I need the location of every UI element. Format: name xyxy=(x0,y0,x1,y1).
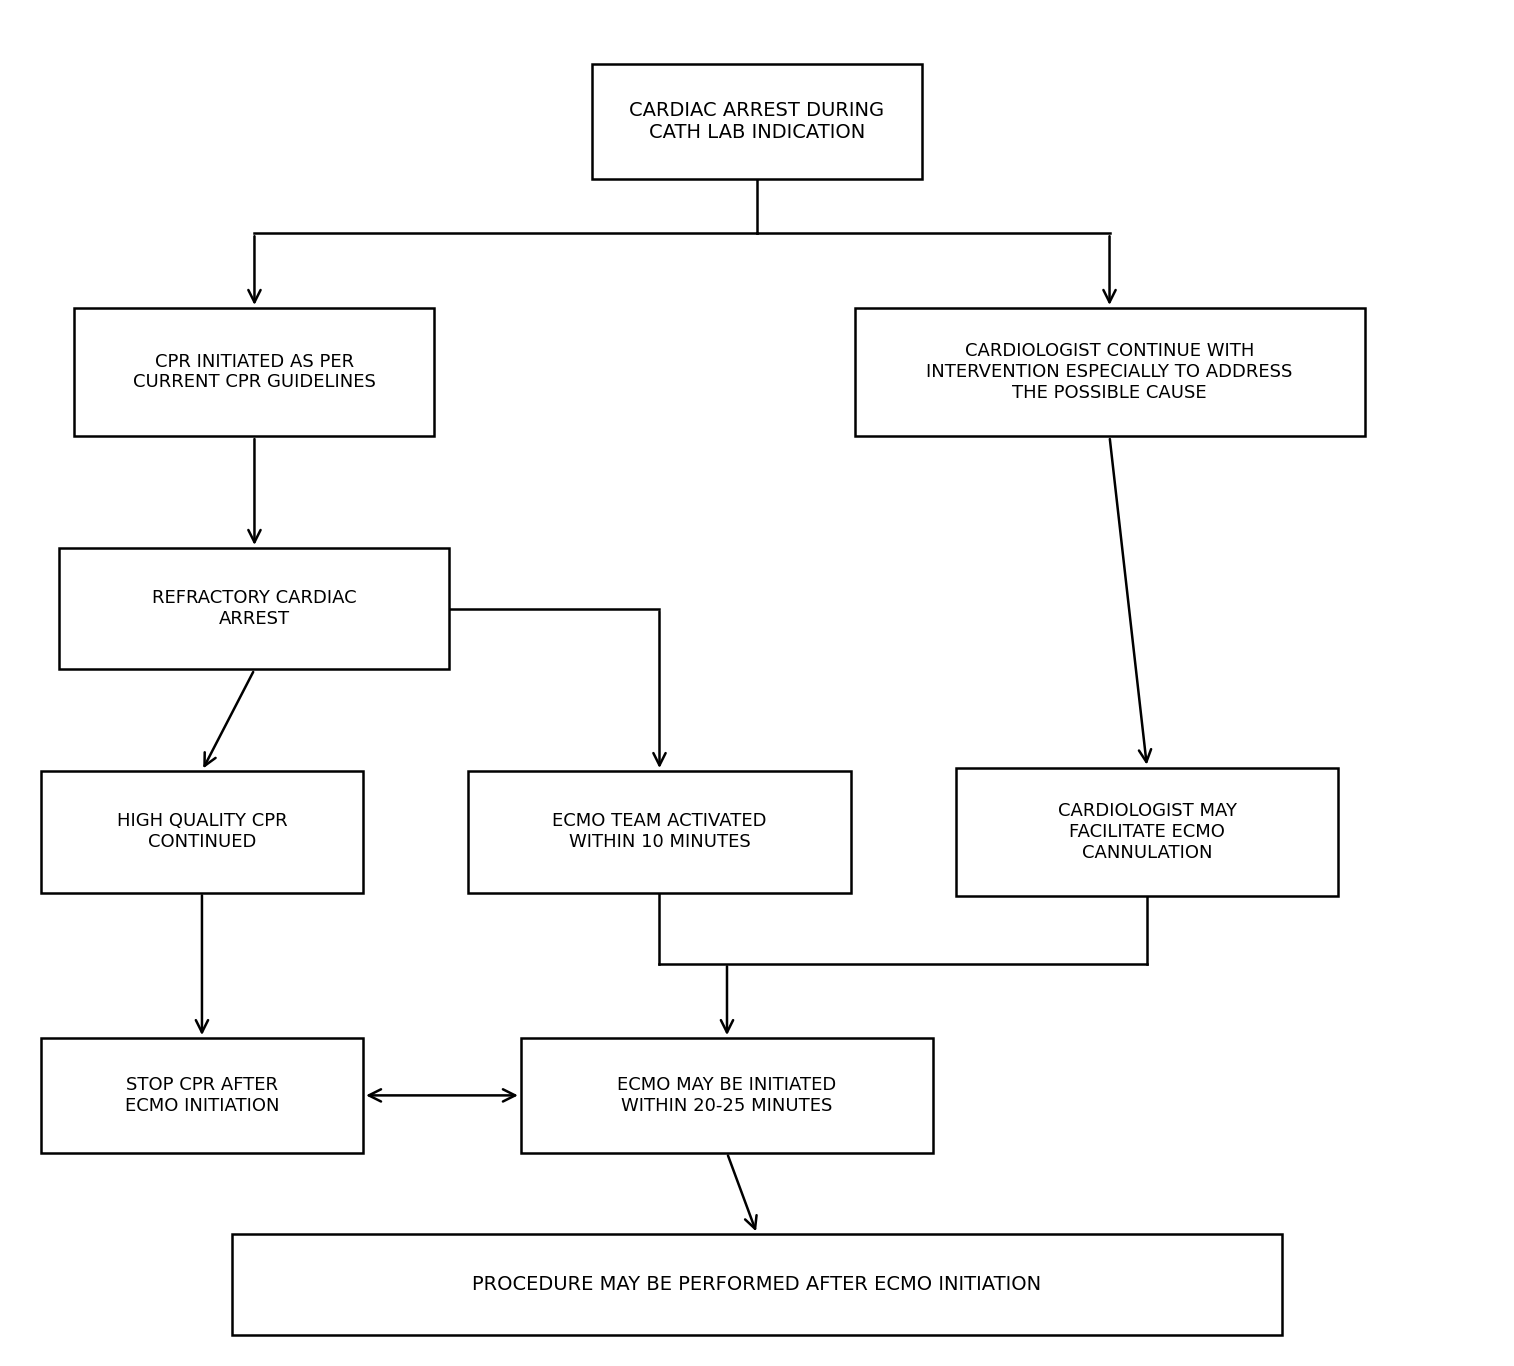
FancyBboxPatch shape xyxy=(59,548,450,669)
FancyBboxPatch shape xyxy=(955,768,1338,896)
Text: ECMO TEAM ACTIVATED
WITHIN 10 MINUTES: ECMO TEAM ACTIVATED WITHIN 10 MINUTES xyxy=(553,813,766,851)
FancyBboxPatch shape xyxy=(41,770,363,892)
Text: CARDIOLOGIST CONTINUE WITH
INTERVENTION ESPECIALLY TO ADDRESS
THE POSSIBLE CAUSE: CARDIOLOGIST CONTINUE WITH INTERVENTION … xyxy=(927,343,1293,402)
FancyBboxPatch shape xyxy=(232,1233,1282,1336)
Text: REFRACTORY CARDIAC
ARREST: REFRACTORY CARDIAC ARREST xyxy=(151,589,357,628)
Text: CARDIAC ARREST DURING
CATH LAB INDICATION: CARDIAC ARREST DURING CATH LAB INDICATIO… xyxy=(630,101,884,142)
FancyBboxPatch shape xyxy=(41,1038,363,1153)
Text: CARDIOLOGIST MAY
FACILITATE ECMO
CANNULATION: CARDIOLOGIST MAY FACILITATE ECMO CANNULA… xyxy=(1057,802,1237,862)
Text: CPR INITIATED AS PER
CURRENT CPR GUIDELINES: CPR INITIATED AS PER CURRENT CPR GUIDELI… xyxy=(133,352,375,392)
Text: ECMO MAY BE INITIATED
WITHIN 20-25 MINUTES: ECMO MAY BE INITIATED WITHIN 20-25 MINUT… xyxy=(618,1076,837,1115)
Text: PROCEDURE MAY BE PERFORMED AFTER ECMO INITIATION: PROCEDURE MAY BE PERFORMED AFTER ECMO IN… xyxy=(472,1276,1042,1294)
FancyBboxPatch shape xyxy=(521,1038,933,1153)
FancyBboxPatch shape xyxy=(74,307,435,436)
FancyBboxPatch shape xyxy=(854,307,1364,436)
Text: STOP CPR AFTER
ECMO INITIATION: STOP CPR AFTER ECMO INITIATION xyxy=(124,1076,279,1115)
FancyBboxPatch shape xyxy=(592,64,922,179)
FancyBboxPatch shape xyxy=(468,770,851,892)
Text: HIGH QUALITY CPR
CONTINUED: HIGH QUALITY CPR CONTINUED xyxy=(117,813,288,851)
